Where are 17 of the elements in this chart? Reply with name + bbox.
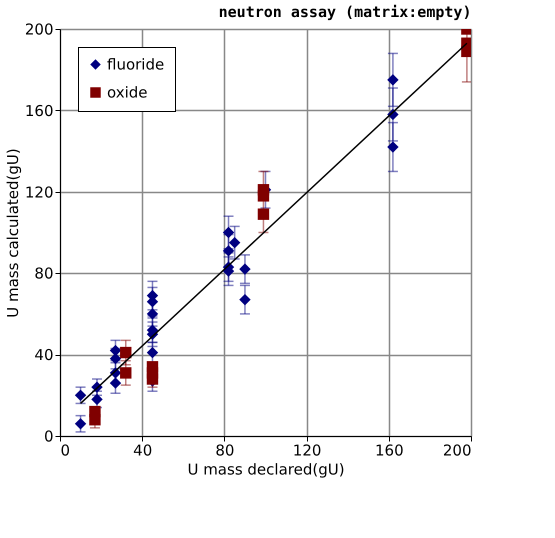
y-tick-label: 40 <box>34 346 54 364</box>
x-tick-label: 160 <box>374 442 404 460</box>
y-tick-label: 200 <box>24 20 54 38</box>
legend-label: fluoride <box>107 56 164 74</box>
x-tick-label: 120 <box>292 442 322 460</box>
x-tick-label: 200 <box>442 442 472 460</box>
y-tick-label: 160 <box>24 102 54 120</box>
x-axis-title: U mass declared(gU) <box>187 460 345 478</box>
x-tick-label: 0 <box>60 442 70 460</box>
y-tick-label: 0 <box>44 428 54 446</box>
y-axis-title: U mass calculated(gU) <box>4 148 22 318</box>
y-tick-label: 80 <box>34 264 54 283</box>
legend-label: oxide <box>107 84 148 102</box>
y-tick-label: 120 <box>24 183 54 202</box>
x-tick-label: 80 <box>215 442 234 460</box>
x-tick-label: 40 <box>133 442 152 460</box>
chart-title: neutron assay (matrix:empty) <box>218 3 472 21</box>
